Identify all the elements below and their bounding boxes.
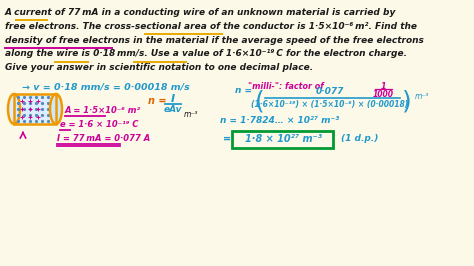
Text: (: ( <box>255 89 265 113</box>
Text: A = 1·5×10⁻⁶ m²: A = 1·5×10⁻⁶ m² <box>65 106 141 115</box>
Text: (1·6×10⁻¹⁹) × (1·5×10⁻⁶) × (0·00018): (1·6×10⁻¹⁹) × (1·5×10⁻⁶) × (0·00018) <box>251 99 409 109</box>
Text: n =: n = <box>235 86 252 95</box>
Text: A current of 77 mA in a conducting wire of an unknown material is carried by: A current of 77 mA in a conducting wire … <box>5 8 396 17</box>
Text: e = 1·6 × 10⁻¹⁹ C: e = 1·6 × 10⁻¹⁹ C <box>60 120 138 129</box>
Text: I = 77 mA = 0·077 A: I = 77 mA = 0·077 A <box>57 134 150 143</box>
Text: I: I <box>171 94 175 104</box>
Text: m⁻³: m⁻³ <box>415 92 429 101</box>
Text: (1 d.p.): (1 d.p.) <box>341 134 378 143</box>
Text: 1000: 1000 <box>373 90 393 99</box>
Text: n = 1·7824… × 10²⁷ m⁻³: n = 1·7824… × 10²⁷ m⁻³ <box>220 116 339 125</box>
Text: ): ) <box>402 89 412 113</box>
Bar <box>14 94 56 124</box>
Text: free electrons. The cross-sectional area of the conductor is 1·5×10⁻⁶ m². Find t: free electrons. The cross-sectional area… <box>5 22 417 31</box>
Ellipse shape <box>50 94 62 124</box>
Text: eAv: eAv <box>164 105 182 114</box>
Text: n =: n = <box>148 96 166 106</box>
Text: 0·077: 0·077 <box>316 87 344 96</box>
Text: density of free electrons in the material if the average speed of the free elect: density of free electrons in the materia… <box>5 36 424 45</box>
Text: "milli-": factor of: "milli-": factor of <box>248 82 324 91</box>
Text: → v = 0·18 mm/s = 0·00018 m/s: → v = 0·18 mm/s = 0·00018 m/s <box>22 82 190 91</box>
Text: =: = <box>223 134 231 144</box>
Ellipse shape <box>8 94 20 124</box>
Text: Give your answer in scientific notation to one decimal place.: Give your answer in scientific notation … <box>5 63 313 72</box>
Text: along the wire is 0·18 mm/s. Use a value of 1·6×10⁻¹⁹ C for the electron charge.: along the wire is 0·18 mm/s. Use a value… <box>5 49 407 59</box>
Text: 1·8 × 10²⁷ m⁻³: 1·8 × 10²⁷ m⁻³ <box>246 134 322 144</box>
Text: m⁻³: m⁻³ <box>184 110 199 119</box>
Bar <box>14 94 56 124</box>
Text: 1: 1 <box>380 82 386 91</box>
